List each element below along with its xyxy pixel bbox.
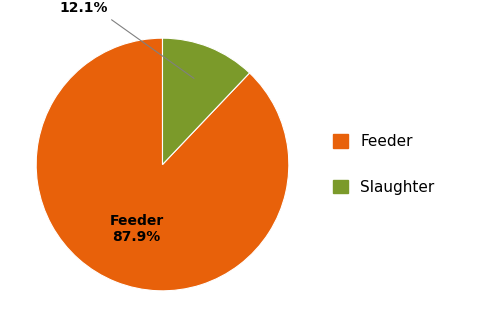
Wedge shape xyxy=(162,38,250,164)
Legend: Feeder, Slaughter: Feeder, Slaughter xyxy=(332,134,434,195)
Text: Feeder
87.9%: Feeder 87.9% xyxy=(110,214,164,244)
Text: Slaughter
12.1%: Slaughter 12.1% xyxy=(46,0,194,78)
Wedge shape xyxy=(36,38,289,291)
